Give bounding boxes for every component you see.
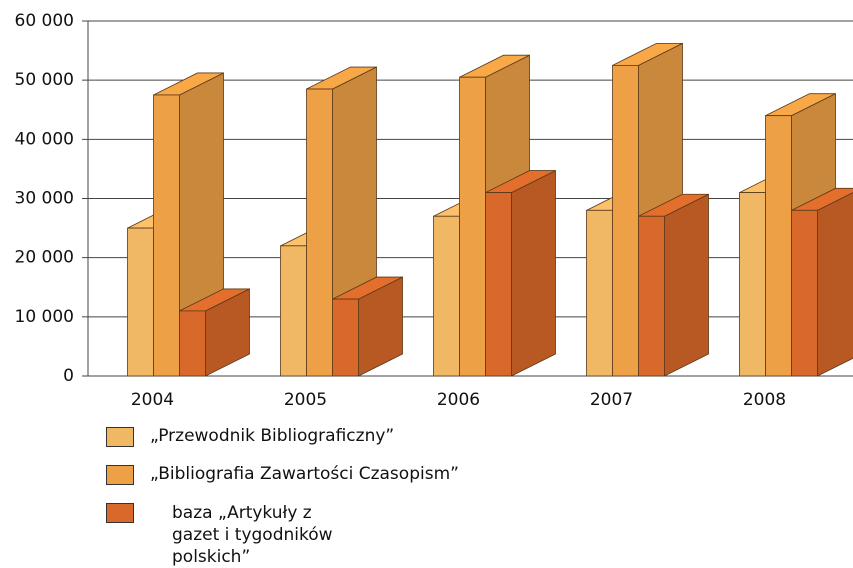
bar-side — [818, 188, 853, 376]
bar-side — [665, 194, 709, 376]
x-tick-label: 2007 — [590, 390, 633, 410]
legend-swatch — [106, 427, 134, 447]
bar — [154, 95, 180, 376]
y-tick-label: 20 000 — [15, 248, 74, 268]
x-tick-label: 2004 — [131, 390, 174, 410]
legend-item: „Przewodnik Bibliograficzny” — [106, 426, 459, 464]
bar — [333, 299, 359, 376]
legend-swatch — [106, 465, 134, 485]
bar — [434, 216, 460, 376]
y-tick-label: 30 000 — [15, 189, 74, 209]
x-tick-label: 2008 — [743, 390, 786, 410]
bar — [128, 228, 154, 376]
bar — [307, 89, 333, 376]
y-tick-label: 60 000 — [15, 11, 74, 31]
bar — [613, 65, 639, 376]
bar — [766, 116, 792, 376]
legend-item: baza „Artykuły z gazet i tygodników pols… — [106, 502, 459, 540]
y-tick-label: 10 000 — [15, 307, 74, 327]
legend-item: „Bibliografia Zawartości Czasopism” — [106, 464, 459, 502]
bar — [740, 193, 766, 376]
legend-label: „Przewodnik Bibliograficzny” — [150, 426, 394, 446]
x-tick-label: 2006 — [437, 390, 480, 410]
bar — [639, 216, 665, 376]
bar — [460, 77, 486, 376]
bar-side — [512, 171, 556, 376]
bar — [180, 311, 206, 376]
y-tick-label: 0 — [63, 366, 74, 386]
y-tick-label: 40 000 — [15, 129, 74, 149]
page: 0 10 000 20 000 30 000 40 000 50 000 60 000 200… — [0, 0, 853, 556]
bar — [281, 246, 307, 376]
bar — [587, 210, 613, 376]
chart: 0 10 000 20 000 30 000 40 000 50 000 60 000 200… — [0, 0, 853, 420]
y-tick-label: 50 000 — [15, 70, 74, 90]
bar — [792, 210, 818, 376]
legend: „Przewodnik Bibliograficzny” „Bibliografi… — [106, 426, 459, 540]
legend-label: „Bibliografia Zawartości Czasopism” — [150, 464, 459, 484]
bar — [486, 193, 512, 376]
legend-label: baza „Artykuły z gazet i tygodników pols… — [150, 502, 357, 568]
x-tick-label: 2005 — [284, 390, 327, 410]
legend-swatch — [106, 503, 134, 523]
